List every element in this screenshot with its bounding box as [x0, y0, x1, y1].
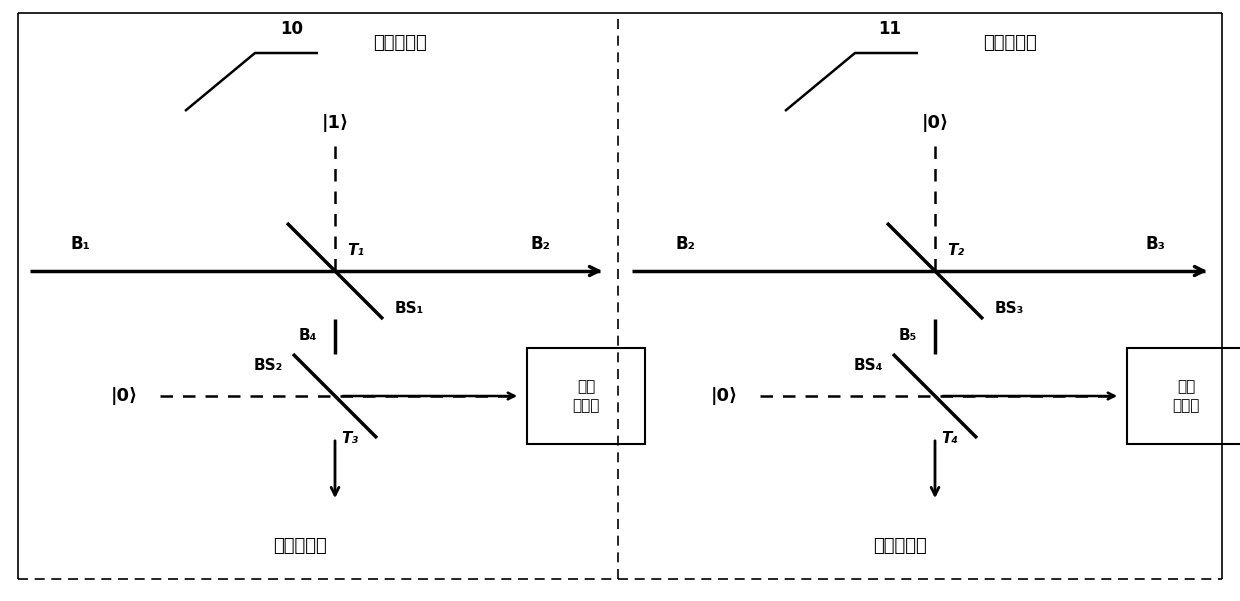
Text: 11: 11 [878, 20, 901, 38]
Text: B₂: B₂ [529, 235, 549, 253]
Text: B₄: B₄ [299, 329, 317, 344]
Text: T₄: T₄ [941, 431, 959, 446]
Text: B₂: B₂ [675, 235, 694, 253]
Text: BS₂: BS₂ [254, 359, 283, 373]
Text: |0⟩: |0⟩ [711, 387, 738, 405]
Text: 电光
探测器: 电光 探测器 [573, 379, 600, 413]
Text: 减光子操作: 减光子操作 [983, 34, 1037, 52]
Bar [527, 348, 645, 444]
Text: 10: 10 [280, 20, 304, 38]
Bar [1127, 348, 1240, 444]
Text: B₁: B₁ [71, 235, 91, 253]
Text: B₃: B₃ [1145, 235, 1164, 253]
Text: |0⟩: |0⟩ [921, 114, 949, 132]
Text: BS₃: BS₃ [994, 302, 1024, 317]
Text: T₁: T₁ [347, 243, 365, 258]
Text: T₂: T₂ [947, 243, 963, 258]
Text: |1⟩: |1⟩ [321, 114, 348, 132]
Text: 电光
探测器: 电光 探测器 [1172, 379, 1199, 413]
Text: B₅: B₅ [899, 329, 918, 344]
Text: T₃: T₃ [341, 431, 358, 446]
Text: |0⟩: |0⟩ [110, 387, 138, 405]
Text: 增光子操作: 增光子操作 [373, 34, 427, 52]
Text: BS₄: BS₄ [853, 359, 883, 373]
Text: BS₁: BS₁ [396, 302, 424, 317]
Text: 实用探测器: 实用探测器 [873, 537, 926, 555]
Text: 实用探测器: 实用探测器 [273, 537, 327, 555]
